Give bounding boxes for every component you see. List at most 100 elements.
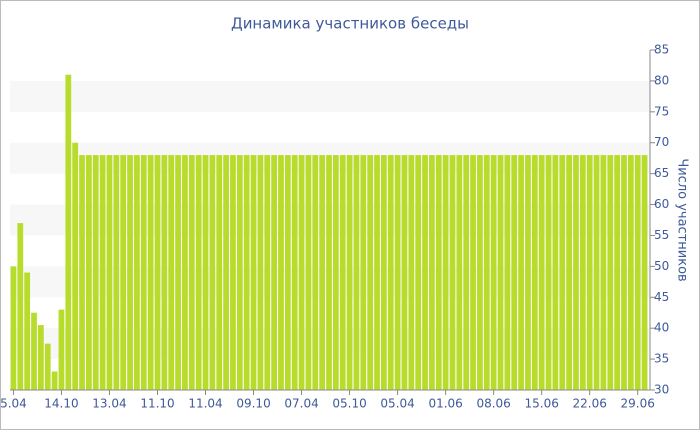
bar <box>518 155 524 390</box>
bar <box>435 155 442 390</box>
bar <box>120 155 127 390</box>
bar <box>339 155 346 390</box>
x-tick-label: 13.04 <box>92 397 126 411</box>
bar <box>195 155 202 390</box>
bar <box>408 155 415 390</box>
y-tick-label: 50 <box>654 259 669 273</box>
bar <box>209 155 216 390</box>
bar <box>525 155 531 390</box>
y-tick-label: 40 <box>654 321 669 335</box>
bar <box>641 155 648 390</box>
bar <box>188 155 195 390</box>
bar <box>291 155 298 390</box>
bar <box>44 343 51 390</box>
bar <box>127 155 133 390</box>
bar <box>531 155 538 390</box>
bar <box>243 155 250 390</box>
bar <box>99 155 106 390</box>
x-tick-label: 05.10 <box>332 397 366 411</box>
bar <box>353 155 360 390</box>
bar <box>429 155 435 390</box>
bar <box>10 266 17 390</box>
bar <box>216 155 223 390</box>
bar <box>319 155 326 390</box>
bar <box>627 155 634 390</box>
bar <box>168 155 175 390</box>
bar <box>490 155 497 390</box>
x-tick-label: 14.10 <box>44 397 78 411</box>
bar <box>278 155 284 390</box>
y-tick-label: 35 <box>654 352 669 366</box>
bar <box>374 155 380 390</box>
bar <box>312 155 319 390</box>
bar <box>593 155 600 390</box>
bar <box>449 155 456 390</box>
bar <box>175 155 181 390</box>
y-tick-label: 85 <box>654 43 669 57</box>
y-tick-label: 65 <box>654 166 669 180</box>
bar <box>72 142 79 390</box>
x-tick-label: 15.06 <box>524 397 558 411</box>
bar <box>161 155 168 390</box>
bar <box>326 155 332 390</box>
bar <box>58 309 65 390</box>
bar <box>538 155 545 390</box>
bar <box>442 155 449 390</box>
bar <box>154 155 161 390</box>
bar <box>470 155 476 390</box>
bar <box>504 155 511 390</box>
x-tick-label: 11.04 <box>188 397 222 411</box>
bar <box>257 155 264 390</box>
bar <box>236 155 243 390</box>
y-tick-label: 45 <box>654 290 669 304</box>
bar <box>607 155 614 390</box>
x-tick-label: 11.10 <box>140 397 174 411</box>
bar <box>106 155 113 390</box>
bar <box>600 155 607 390</box>
x-tick-label: 05.04 <box>380 397 414 411</box>
bar <box>401 155 408 390</box>
x-tick-label: 07.04 <box>284 397 318 411</box>
bar <box>477 155 483 390</box>
bar <box>182 155 188 390</box>
bar <box>31 312 37 390</box>
chart-title: Динамика участников беседы <box>231 15 469 33</box>
y-tick-label: 75 <box>654 104 669 118</box>
bar <box>37 325 44 390</box>
bar <box>579 155 586 390</box>
bar <box>497 155 504 390</box>
bar <box>147 155 154 390</box>
bar <box>51 371 58 390</box>
x-tick-label: 09.10 <box>236 397 270 411</box>
bar <box>360 155 367 390</box>
x-tick-label: 5.04 <box>0 397 27 411</box>
bar <box>140 155 147 390</box>
bar <box>113 155 120 390</box>
bar <box>422 155 428 390</box>
y-tick-label: 80 <box>654 73 669 87</box>
bar <box>586 155 593 390</box>
bar <box>387 155 394 390</box>
x-tick-label: 08.06 <box>476 397 510 411</box>
bar <box>346 155 353 390</box>
bar <box>65 74 72 391</box>
bar <box>305 155 312 390</box>
bar <box>621 155 627 390</box>
bar <box>264 155 271 390</box>
bar <box>17 223 24 390</box>
bar <box>573 155 579 390</box>
bar <box>545 155 552 390</box>
bar <box>634 155 641 390</box>
bar <box>367 155 374 390</box>
bar <box>566 155 572 390</box>
y-tick-label: 55 <box>654 228 669 242</box>
bar <box>24 272 31 390</box>
bar <box>223 155 229 390</box>
x-tick-label: 29.06 <box>621 397 655 411</box>
bar <box>463 155 470 390</box>
bar <box>79 155 85 390</box>
bar <box>332 155 339 390</box>
grid-band <box>10 80 650 112</box>
bar <box>394 155 401 390</box>
